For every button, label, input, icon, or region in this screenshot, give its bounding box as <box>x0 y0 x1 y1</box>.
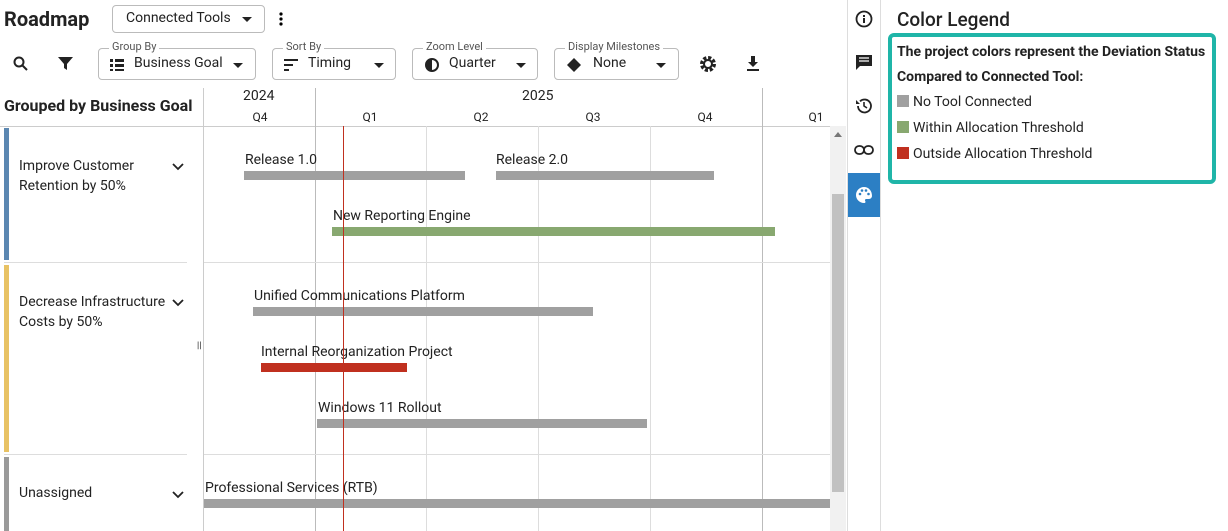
row-divider <box>4 262 187 263</box>
project-bar[interactable] <box>317 419 647 428</box>
group-color <box>4 265 9 452</box>
caret <box>242 17 252 22</box>
project-label: Release 2.0 <box>496 152 569 168</box>
legend-label: No Tool Connected <box>913 94 1032 110</box>
project-bar[interactable] <box>261 363 407 372</box>
project-label: Unified Communications Platform <box>254 288 465 304</box>
divider <box>880 0 881 531</box>
legend-item: No Tool Connected <box>897 94 1032 110</box>
view-value: Connected Tools <box>126 10 231 26</box>
project-label: Professional Services (RTB) <box>205 480 378 496</box>
select-value: Quarter <box>449 55 496 71</box>
year-line <box>762 88 763 531</box>
grid-heading: Grouped by Business Goal <box>4 96 193 115</box>
quarter-line <box>538 126 539 531</box>
page-title: Roadmap <box>4 7 90 31</box>
collapse-toggle[interactable] <box>172 163 184 171</box>
collapse-toggle[interactable] <box>172 491 184 499</box>
download-button[interactable] <box>745 55 761 73</box>
quarter-line <box>650 126 651 531</box>
select-value: Business Goal <box>134 55 223 71</box>
quarter-label: Q1 <box>808 110 824 124</box>
row-divider <box>204 454 830 455</box>
select-value: Timing <box>308 55 352 71</box>
scrollbar[interactable] <box>830 126 846 531</box>
legend-label: Within Allocation Threshold <box>913 120 1084 136</box>
icon <box>284 59 298 71</box>
quarter-label: Q4 <box>697 110 713 124</box>
icon <box>425 58 439 72</box>
legend-title: Color Legend <box>897 8 1010 31</box>
select-label: Group By <box>109 40 160 53</box>
settings-button[interactable] <box>699 55 717 73</box>
row-divider <box>4 454 187 455</box>
resize-handle[interactable]: || <box>197 341 202 351</box>
group-color <box>4 128 9 260</box>
legend-label: Outside Allocation Threshold <box>913 146 1093 162</box>
search-button[interactable] <box>12 55 30 73</box>
divider <box>847 0 848 531</box>
quarter-label: Q1 <box>362 110 378 124</box>
group-label: Decrease Infrastructure Costs by 50% <box>19 294 166 330</box>
quarter-label: Q3 <box>585 110 601 124</box>
project-bar[interactable] <box>204 499 830 508</box>
header-divider <box>0 126 830 127</box>
quarter-line <box>426 126 427 531</box>
collapse-toggle[interactable] <box>172 299 184 307</box>
project-label: Internal Reorganization Project <box>261 344 453 360</box>
select-label: Zoom Level <box>423 40 486 53</box>
display-milestones-select[interactable]: Display Milestones None <box>554 40 679 80</box>
history-button[interactable] <box>855 97 873 115</box>
legend-swatch <box>897 95 909 107</box>
icon <box>567 58 581 72</box>
more-menu[interactable] <box>276 10 286 28</box>
legend-box: The project colors represent the Deviati… <box>888 33 1216 184</box>
view-select[interactable]: Connected Tools <box>112 5 265 33</box>
group-label: Unassigned <box>19 485 93 501</box>
select-value: None <box>593 55 627 71</box>
info-button[interactable] <box>855 10 873 28</box>
caret <box>656 63 666 68</box>
caret <box>516 63 526 68</box>
sort-by-select[interactable]: Sort By Timing <box>272 40 396 80</box>
project-bar[interactable] <box>253 307 593 316</box>
palette-icon <box>856 187 872 203</box>
legend-swatch <box>897 147 909 159</box>
caret <box>233 63 243 68</box>
project-label: Release 1.0 <box>245 152 318 168</box>
legend-subtitle: Compared to Connected Tool: <box>897 69 1084 85</box>
select-label: Display Milestones <box>565 40 664 53</box>
filter-button[interactable] <box>57 56 75 72</box>
scroll-up[interactable] <box>834 132 842 137</box>
year-label: 2024 <box>243 88 275 104</box>
comments-button[interactable] <box>855 54 873 72</box>
link-button[interactable] <box>854 143 874 157</box>
zoom-level-select[interactable]: Zoom Level Quarter <box>412 40 538 80</box>
group-color <box>4 457 9 531</box>
row-divider <box>204 262 830 263</box>
group-by-select[interactable]: Group By Business Goal <box>98 40 256 80</box>
today-line <box>343 126 344 531</box>
project-label: New Reporting Engine <box>333 208 471 224</box>
color-legend-button[interactable] <box>848 173 880 217</box>
project-bar[interactable] <box>496 171 714 180</box>
legend-item: Within Allocation Threshold <box>897 120 1084 136</box>
scroll-thumb[interactable] <box>832 194 844 492</box>
group-label: Improve Customer Retention by 50% <box>19 158 134 194</box>
quarter-label: Q2 <box>473 110 489 124</box>
icon <box>110 59 124 71</box>
column-divider <box>203 88 204 531</box>
legend-description: The project colors represent the Deviati… <box>897 44 1206 60</box>
project-label: Windows 11 Rollout <box>318 400 442 416</box>
project-bar[interactable] <box>332 227 775 236</box>
caret <box>374 63 384 68</box>
legend-item: Outside Allocation Threshold <box>897 146 1092 162</box>
project-bar[interactable] <box>244 171 465 180</box>
select-label: Sort By <box>283 40 325 53</box>
quarter-label: Q4 <box>252 110 268 124</box>
legend-swatch <box>897 121 909 133</box>
year-label: 2025 <box>522 88 554 104</box>
